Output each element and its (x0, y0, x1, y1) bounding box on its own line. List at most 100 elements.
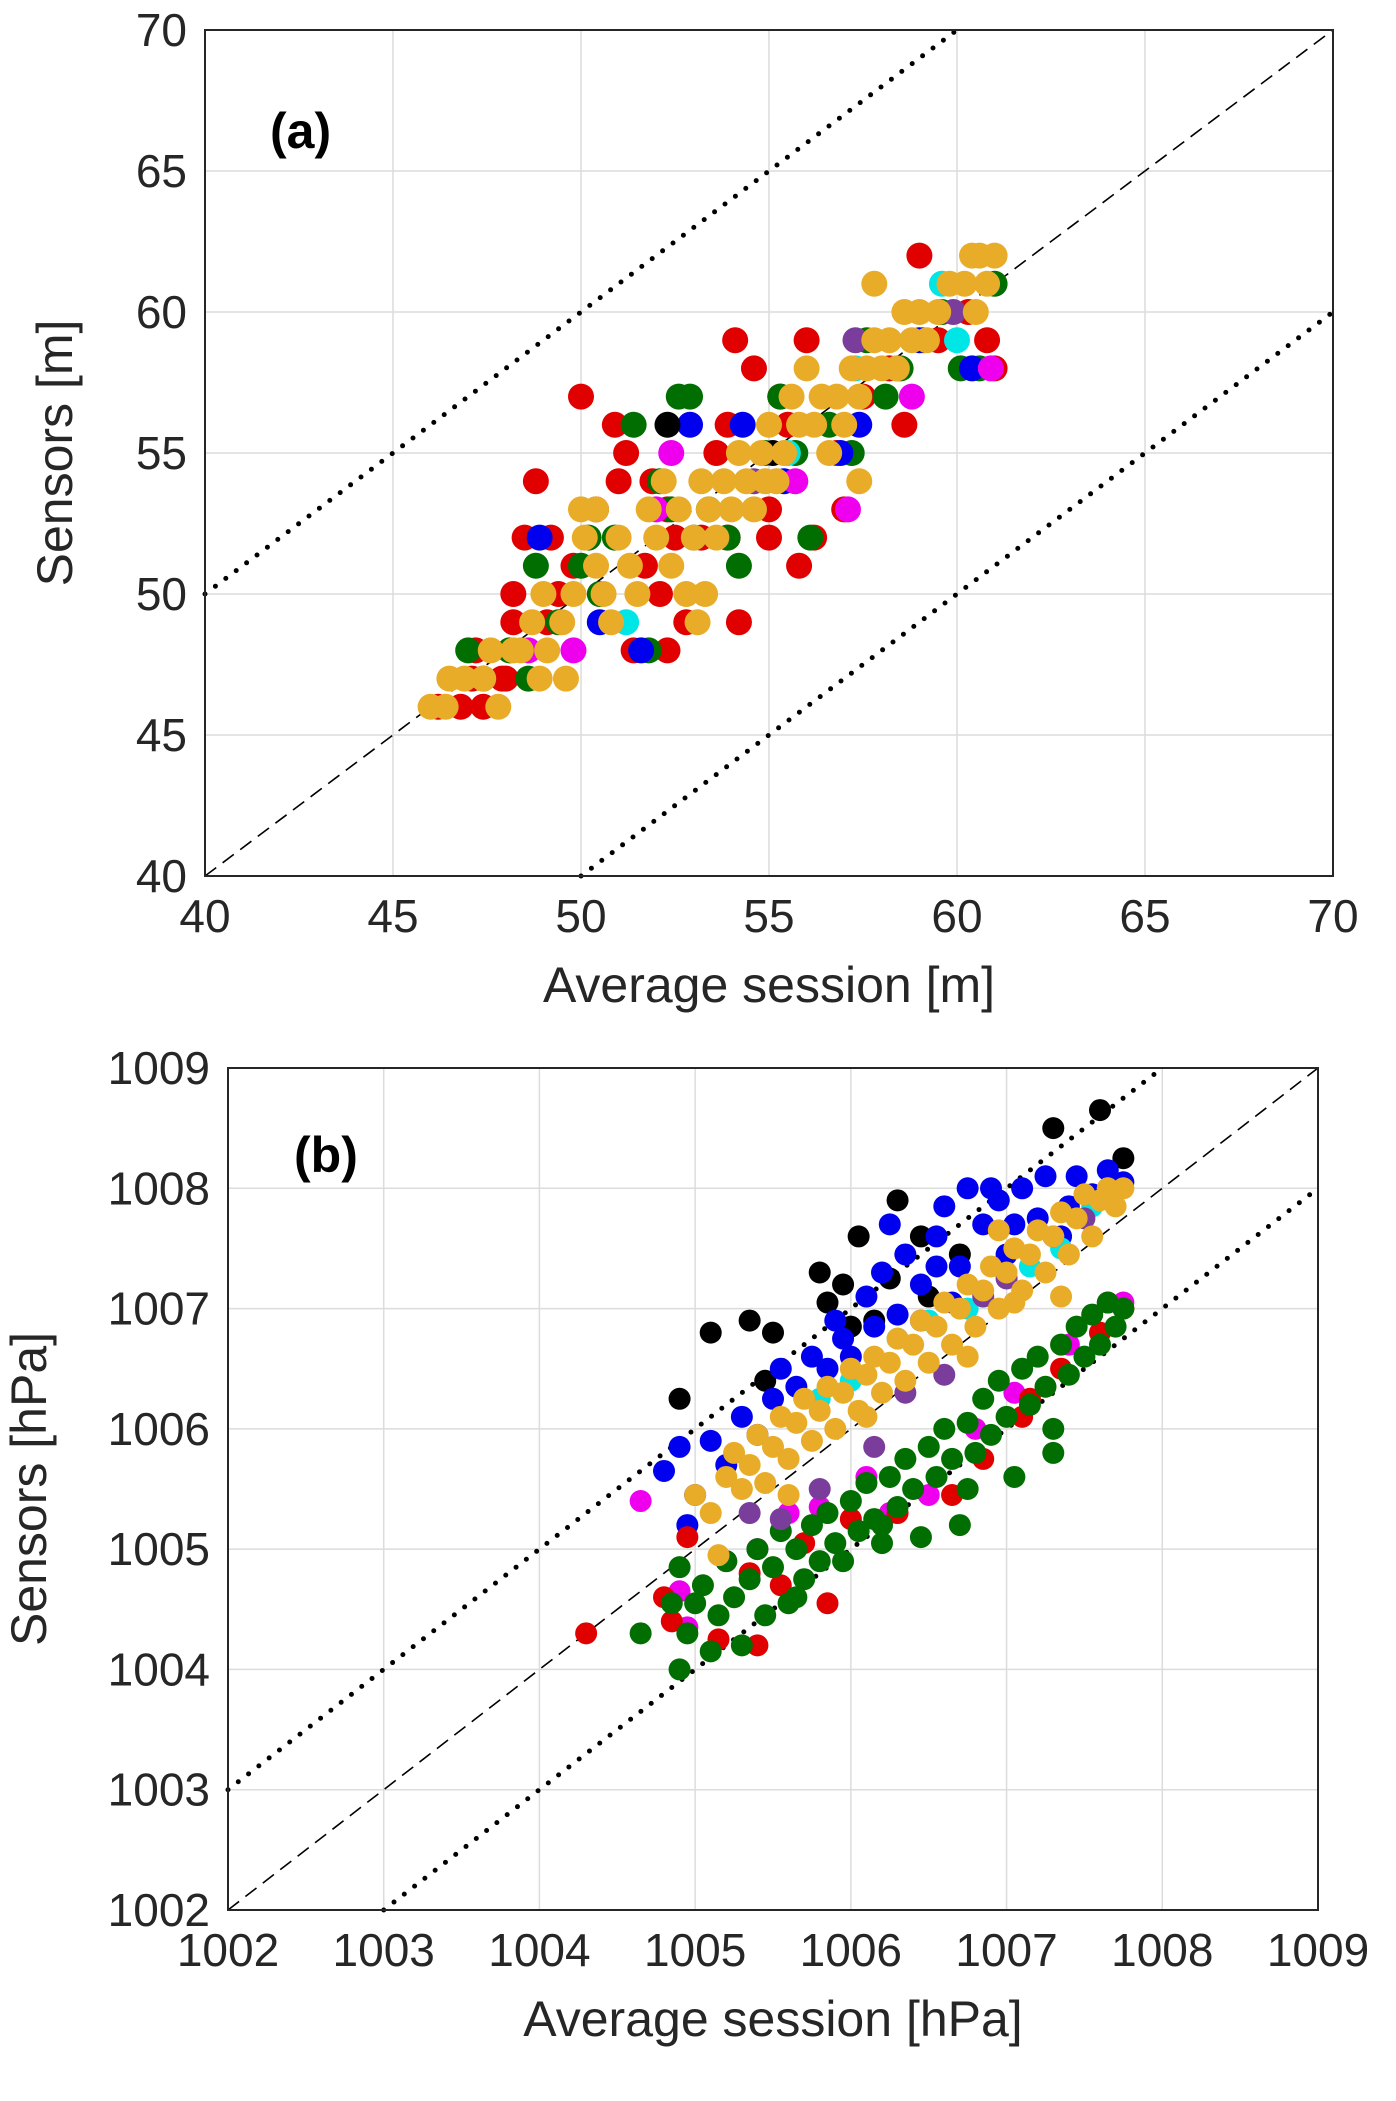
data-point (925, 1255, 948, 1278)
scatter-panel-b: 1002 1003 1004 1005 1006 1007 1008 1009 1002 100… (1, 1042, 1369, 2047)
data-point (816, 440, 843, 466)
data-point (909, 1526, 932, 1549)
data-point (492, 665, 519, 692)
data-point (944, 327, 970, 354)
data-point (680, 524, 707, 551)
data-point (571, 524, 598, 551)
data-point (730, 1478, 753, 1500)
data-point (691, 1574, 714, 1597)
data-point (941, 1333, 964, 1356)
data-point (660, 1610, 683, 1633)
data-point (1081, 1303, 1104, 1326)
data-point (964, 1315, 987, 1338)
data-point (785, 1538, 808, 1561)
data-point (549, 609, 576, 636)
data-point (995, 1261, 1018, 1284)
data-point (684, 1484, 707, 1507)
data-point (583, 552, 610, 579)
data-point (658, 440, 685, 466)
data-point (925, 1465, 948, 1488)
data-point (1104, 1195, 1127, 1218)
data-point (878, 1213, 901, 1236)
data-point (470, 665, 497, 692)
data-point (1034, 1261, 1057, 1284)
data-point (699, 1321, 722, 1344)
data-point (831, 411, 858, 438)
data-point (676, 1526, 699, 1549)
data-point (723, 1586, 746, 1609)
data-point (834, 496, 861, 523)
data-point (624, 581, 651, 607)
data-point (703, 524, 730, 551)
data-point (684, 1592, 707, 1615)
data-point (738, 1309, 761, 1332)
data-point (824, 1532, 847, 1555)
data-point (613, 440, 640, 466)
data-point (871, 1261, 893, 1284)
data-point (933, 1363, 956, 1386)
data-point (620, 411, 647, 438)
data-point (1042, 1117, 1065, 1140)
data-point (808, 1261, 831, 1284)
data-point (861, 270, 888, 297)
data-point (733, 468, 760, 495)
data-point (583, 496, 610, 523)
data-point (816, 1291, 839, 1314)
data-point (560, 637, 587, 664)
y-tick-label: 1004 (108, 1643, 210, 1695)
data-point (677, 383, 704, 410)
data-point (725, 440, 752, 466)
y-tick-label: 1002 (108, 1884, 210, 1936)
data-point (956, 1411, 979, 1434)
data-point (894, 1243, 917, 1266)
data-point (948, 1514, 971, 1537)
data-point (756, 524, 782, 551)
data-point (754, 1369, 777, 1392)
data-point (883, 355, 910, 382)
data-point (1042, 1417, 1065, 1440)
data-point (740, 355, 767, 382)
data-point (668, 1435, 691, 1458)
data-point (778, 383, 805, 410)
data-point (800, 1429, 823, 1452)
data-point (552, 665, 579, 692)
data-point (1057, 1363, 1080, 1386)
data-point (762, 1321, 784, 1344)
x-tick-label: 55 (743, 890, 794, 942)
data-point (1081, 1225, 1104, 1248)
data-point (740, 496, 767, 523)
data-point (455, 637, 482, 664)
data-point (762, 1387, 784, 1410)
data-point (654, 637, 681, 664)
y-tick-label: 1008 (108, 1162, 210, 1214)
data-point (769, 1508, 792, 1531)
data-point (1034, 1165, 1057, 1188)
data-point (738, 1502, 761, 1525)
x-tick-label: 70 (1307, 890, 1358, 942)
y-tick-label: 55 (136, 427, 187, 479)
data-point (956, 1345, 979, 1368)
data-point (777, 1447, 800, 1470)
data-point (956, 1478, 979, 1500)
data-point (909, 1273, 932, 1296)
x-tick-label: 40 (179, 890, 230, 942)
data-point (855, 1471, 878, 1494)
y-tick-labels-b: 1002 1003 1004 1005 1006 1007 1008 1009 (108, 1042, 210, 1936)
y-tick-label: 65 (136, 145, 187, 197)
data-point (917, 1435, 940, 1458)
data-point (699, 1502, 722, 1525)
x-tick-label: 1008 (1111, 1924, 1213, 1976)
data-point (688, 468, 715, 495)
data-point (959, 355, 986, 382)
data-point (863, 1435, 886, 1458)
data-point (808, 1399, 831, 1422)
data-point (718, 496, 745, 523)
data-point (793, 1387, 816, 1410)
data-point (977, 355, 1004, 382)
x-tick-label: 1009 (1267, 1924, 1369, 1976)
data-point (725, 552, 752, 579)
data-point (906, 299, 933, 325)
data-point (715, 1465, 738, 1488)
data-point (824, 1417, 847, 1440)
